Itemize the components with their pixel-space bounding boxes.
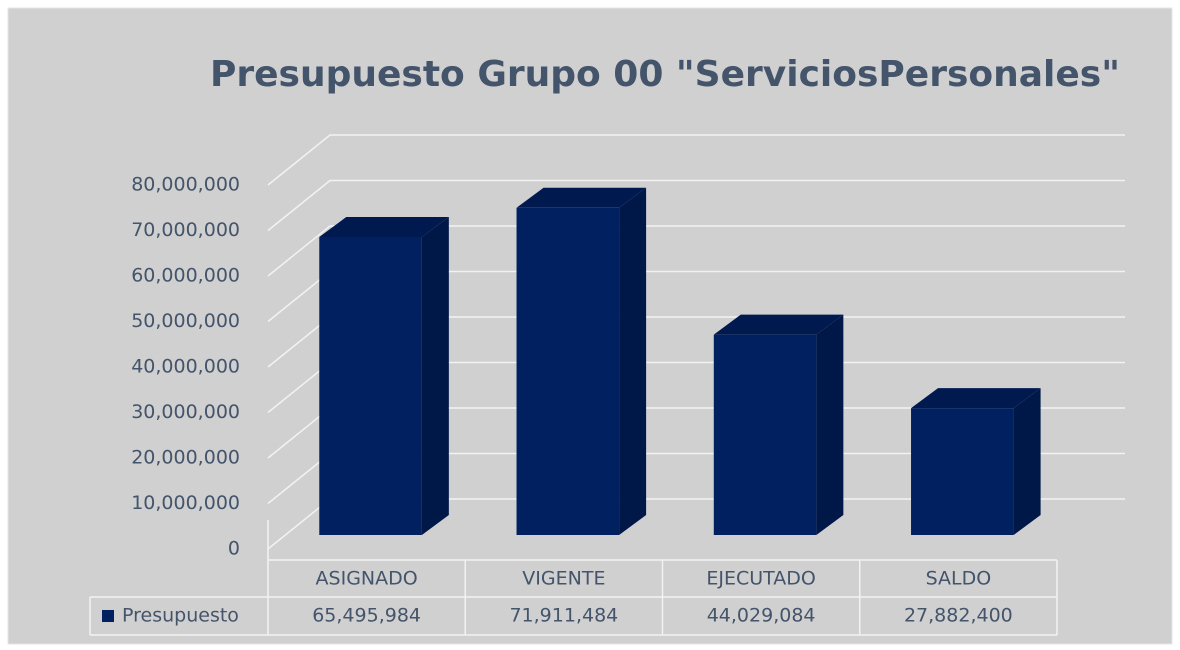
bar-top xyxy=(516,187,647,208)
table-value: 44,029,084 xyxy=(707,605,816,627)
grid-line xyxy=(267,225,1125,277)
bar xyxy=(319,236,422,535)
x-tick-label: EJECUTADO xyxy=(706,568,816,590)
bar xyxy=(911,408,1014,535)
table-value: 27,882,400 xyxy=(904,605,1013,627)
bar-top xyxy=(319,216,449,237)
y-tick-label: 50,000,000 xyxy=(131,310,240,332)
bar-side xyxy=(1013,388,1041,535)
y-tick-label: 40,000,000 xyxy=(131,356,240,378)
bar xyxy=(713,334,817,535)
bar-top xyxy=(713,314,844,335)
y-tick-label: 10,000,000 xyxy=(131,492,240,514)
legend-key xyxy=(102,610,114,622)
bar-side xyxy=(816,314,844,535)
y-tick-label: 80,000,000 xyxy=(131,174,240,196)
table-value: 65,495,984 xyxy=(312,605,421,627)
x-tick-label: VIGENTE xyxy=(522,568,605,590)
bar-side xyxy=(619,187,647,536)
grid-line xyxy=(267,134,1125,186)
x-tick-label: ASIGNADO xyxy=(316,568,418,590)
y-tick-label: 30,000,000 xyxy=(131,401,240,423)
y-tick-label: 0 xyxy=(228,538,240,560)
x-tick-label: SALDO xyxy=(926,568,992,590)
grid-line xyxy=(267,179,1125,232)
bar xyxy=(516,207,620,536)
y-tick-label: 20,000,000 xyxy=(131,447,240,469)
chart-title: Presupuesto Grupo 00 "ServiciosPersonale… xyxy=(210,54,1120,95)
table-value: 71,911,484 xyxy=(509,605,618,627)
bar-side xyxy=(421,216,449,535)
y-tick-label: 60,000,000 xyxy=(131,265,240,287)
bar-top xyxy=(911,388,1041,409)
legend-label: Presupuesto xyxy=(122,605,239,627)
y-tick-label: 70,000,000 xyxy=(131,219,240,241)
